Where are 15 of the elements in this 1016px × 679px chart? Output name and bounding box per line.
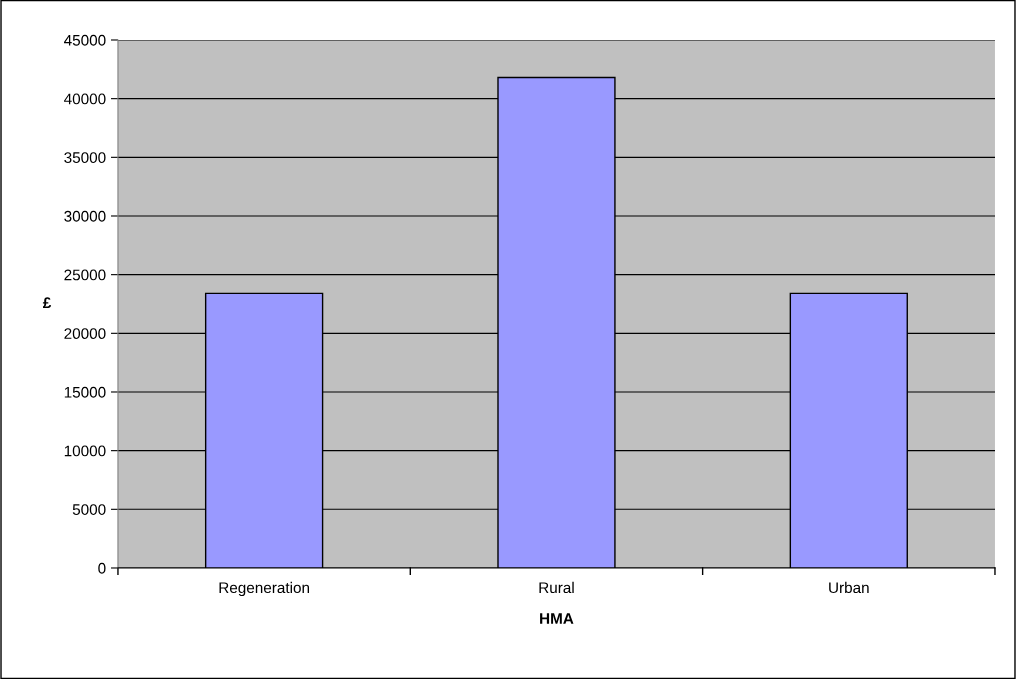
x-tick-label: Urban	[829, 581, 869, 594]
y-tick-label: 10000	[64, 445, 106, 457]
y-tick-label: 25000	[64, 269, 106, 281]
x-axis-title: HMA	[540, 613, 574, 624]
y-tick-label: 15000	[64, 386, 106, 398]
y-tick-label: 30000	[64, 210, 106, 222]
y-tick-label: 40000	[64, 93, 106, 105]
x-tick-label: Rural	[539, 581, 574, 594]
y-tick-label: 45000	[64, 34, 106, 46]
y-tick-label: 0	[98, 562, 106, 574]
y-tick-label: 5000	[72, 504, 106, 515]
y-axis-title: £	[42, 297, 52, 308]
y-tick-label: 20000	[64, 328, 106, 340]
y-tick-label: 35000	[64, 152, 106, 164]
x-tick-label: Regeneration	[219, 581, 310, 597]
